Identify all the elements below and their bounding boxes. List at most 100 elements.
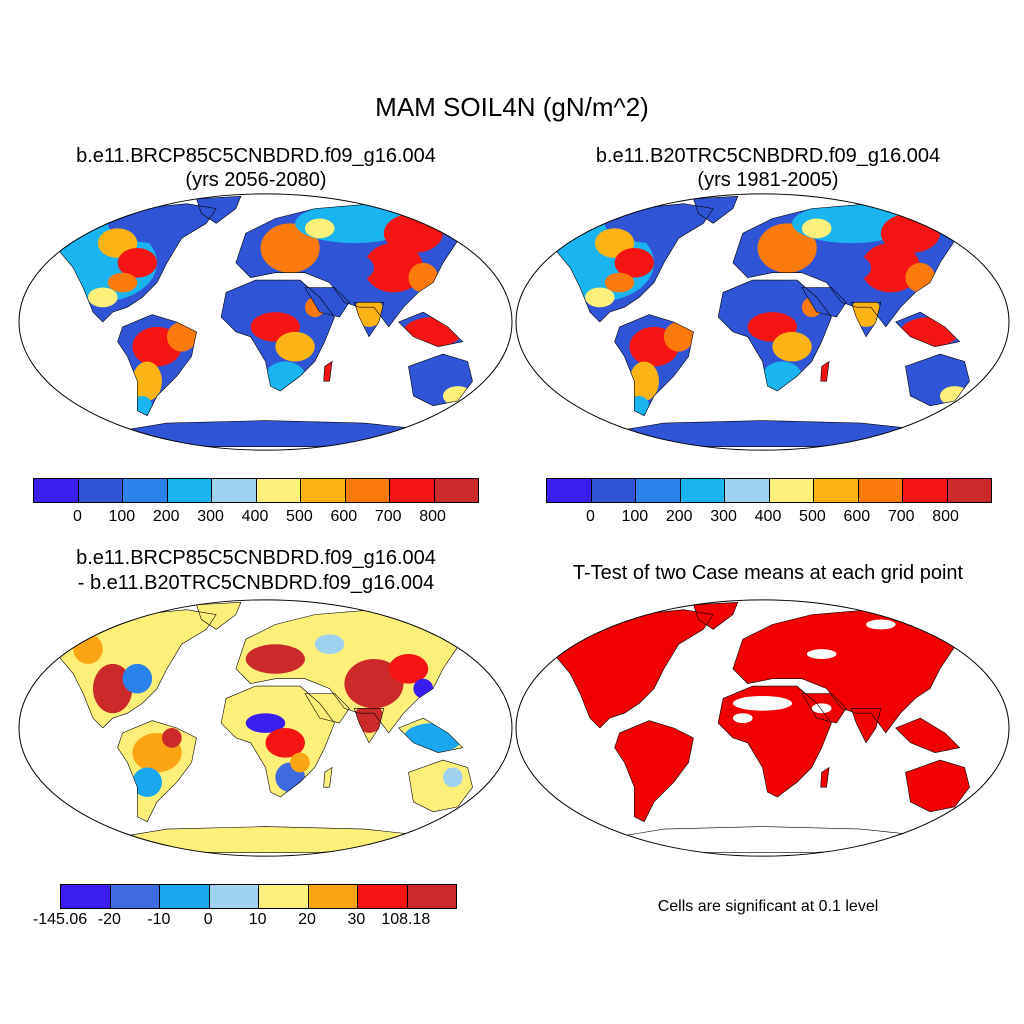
land-value-patch [265,728,305,758]
absolute-colorbar-box [167,479,212,502]
land-value-patch [290,752,310,773]
coastline [408,759,473,813]
globe-outline [515,193,1010,451]
land-value-patch [344,658,404,709]
panel2-title-case: b.e11.B20TRC5CNBDRD.f09_g16.004 [595,145,941,167]
difference-colorbar-box [259,885,309,908]
land-value-patch [354,302,384,327]
land-value-patch [388,654,429,684]
difference-colorbar-tick-label: -20 [97,911,121,928]
difference-colorbar-tick-label: 108.18 [381,911,431,928]
panel1-title-years: (yrs 2056-2080) [185,169,327,191]
difference-colorbar-tick-label: 0 [203,911,213,928]
coastline [545,609,714,729]
colorbar-absolute-left [33,478,479,503]
absolute-colorbar-tick-label: 400 [241,508,269,525]
map-panel-ttest [515,599,1010,857]
land-value-patch [614,248,655,278]
coastline [850,301,882,338]
coastline [48,203,217,323]
absolute-colorbar-box [947,479,991,502]
land-value-patch [851,302,881,327]
land-value-patch [806,649,837,659]
coastline [717,685,832,798]
land-value-patch [866,619,896,630]
coastline [408,353,473,407]
coastline [614,314,694,417]
land-value-patch [88,287,118,308]
map-panel-rcp85 [18,193,513,451]
land-value-patch [801,218,832,239]
land-value-patch [718,280,812,318]
land-value-patch [323,767,333,788]
coastline [895,717,961,753]
difference-colorbar-box [407,885,456,908]
land-value-patch [245,713,286,733]
land-value-patch [275,331,315,362]
land-value-patch [604,272,635,293]
coastline [905,759,970,813]
coastline [398,311,464,347]
land-eurasia [732,609,975,733]
absolute-colorbar-box [256,479,301,502]
absolute-colorbar-tick-label: 700 [374,508,402,525]
land-value-patch [323,361,333,382]
coastline [235,203,479,328]
map-panel-historical [515,193,1010,451]
land-value-patch [772,331,812,362]
coastline [732,203,976,328]
panel4-title-ttest: T-Test of two Case means at each grid po… [572,562,964,584]
land-value-patch [408,262,439,293]
coastline [235,609,479,734]
absolute-colorbar-tick-label: 200 [152,508,180,525]
land-value-patch [442,767,463,788]
land-value-patch [245,644,305,674]
land-value-patch [861,243,921,293]
land-value-patch [117,248,158,278]
absolute-colorbar-box [591,479,636,502]
land-value-patch [161,728,182,748]
land-value-patch [260,223,320,273]
coastline [304,693,350,724]
coastline [801,693,847,724]
absolute-colorbar-box [680,479,725,502]
panel3-title-minus-case: - b.e11.B20TRC5CNBDRD.f09_g16.004 [77,572,435,594]
land-value-patch [324,252,374,283]
absolute-colorbar-box [769,479,814,502]
coastline [117,314,197,417]
globe-outline [515,599,1010,857]
land-value-patch [900,317,960,347]
coastline [717,279,832,392]
absolute-colorbar-box [434,479,478,502]
absolute-colorbar-tick-label: 0 [72,508,82,525]
difference-colorbar-tick-label: 20 [298,911,316,928]
difference-colorbar-tick-label: 30 [347,911,366,928]
land-value-patch [92,663,133,714]
land-value-patch [732,695,793,711]
absolute-colorbar-tick-label: 300 [710,508,737,525]
land-value-patch [629,395,650,416]
land-value-patch [132,361,162,401]
land-value-patch [107,609,207,640]
coastline [398,717,464,753]
absolute-colorbar-tick-label: 600 [843,508,871,525]
absolute-colorbar-box [212,479,257,502]
land-value-patch [107,272,138,293]
coastline [693,195,739,224]
globe-outline [18,193,513,451]
land-value-patch [314,634,345,655]
land-value-patch [585,287,615,308]
absolute-colorbar-tick-label: 800 [419,508,446,525]
coastline [304,287,350,318]
land-value-patch [811,703,832,714]
absolute-colorbar-tick-label: 600 [330,508,358,525]
absolute-colorbar-box [547,479,592,502]
absolute-colorbar-tick-label: 0 [585,508,595,525]
significance-note: Cells are significant at 0.1 level [657,898,879,915]
coastline [603,826,932,854]
absolute-colorbar-box [78,479,123,502]
absolute-colorbar-box [34,479,79,502]
coastline [196,601,242,630]
absolute-colorbar-box [814,479,859,502]
absolute-colorbar-tick-label: 500 [286,508,313,525]
